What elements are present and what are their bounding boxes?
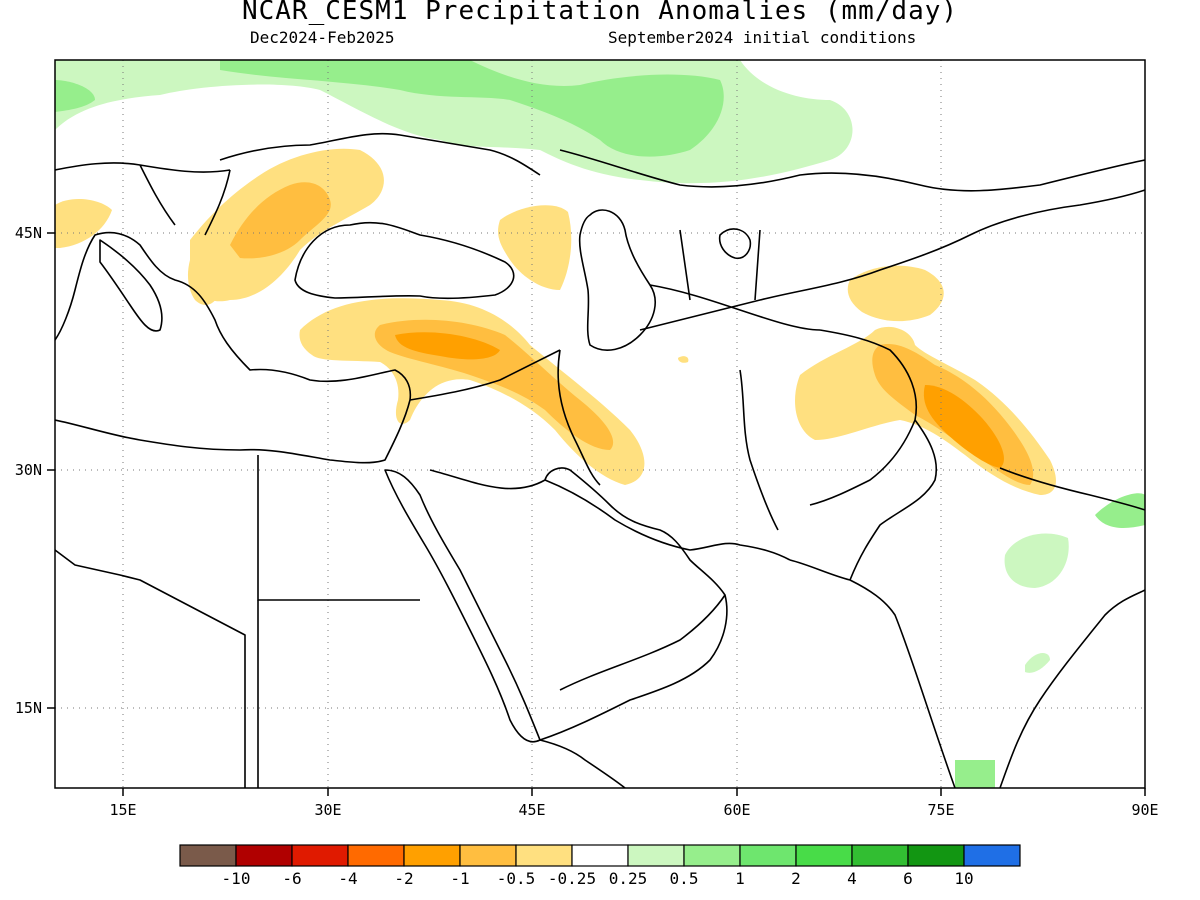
colorbar-swatch bbox=[571, 844, 629, 867]
wet-anomaly-sri-lanka bbox=[955, 760, 995, 788]
lon-label-45e: 45E bbox=[518, 801, 545, 819]
colorbar-swatch bbox=[963, 844, 1021, 867]
dry-anomaly-central-asia bbox=[847, 265, 944, 322]
dry-anomaly-balkans-core bbox=[230, 182, 331, 259]
colorbar-swatch bbox=[515, 844, 573, 867]
latitude-labels: 45N 30N 15N bbox=[15, 224, 42, 717]
border-central-asia-north bbox=[679, 229, 761, 301]
colorbar-label: -4 bbox=[338, 869, 357, 888]
italy-coast bbox=[99, 239, 163, 332]
longitude-labels: 15E 30E 45E 60E 75E 90E bbox=[109, 801, 1158, 819]
colorbar-label: 10 bbox=[954, 869, 973, 888]
lat-label-30n: 30N bbox=[15, 461, 42, 479]
colorbar-label: 6 bbox=[903, 869, 913, 888]
colorbar-label: -6 bbox=[282, 869, 301, 888]
initial-conditions: September2024 initial conditions bbox=[608, 28, 917, 47]
colorbar-swatch bbox=[235, 844, 293, 867]
colorbar-label: -10 bbox=[222, 869, 251, 888]
colorbar-swatch bbox=[627, 844, 685, 867]
colorbar-swatch bbox=[291, 844, 349, 867]
colorbar-label: -2 bbox=[394, 869, 413, 888]
lon-label-15e: 15E bbox=[109, 801, 136, 819]
border-europe-central bbox=[55, 162, 231, 236]
border-iraq-iran bbox=[557, 349, 601, 486]
aral-sea-coast bbox=[718, 228, 752, 260]
coastlines-borders bbox=[55, 132, 1145, 788]
colorbar: -10 -6 -4 -2 -1 -0.5 -0.25 0.25 0.5 1 2 4 6 10 bbox=[179, 844, 1021, 888]
dry-anomaly-iran-north bbox=[678, 356, 689, 363]
persian-gulf-coast bbox=[544, 479, 791, 561]
caspian-sea-coast bbox=[578, 209, 656, 351]
border-iran-afghanistan bbox=[739, 369, 779, 531]
colorbar-label: 1 bbox=[735, 869, 745, 888]
grid-lines bbox=[55, 60, 1145, 788]
mediterranean-coast bbox=[55, 231, 412, 464]
border-turkmenistan-uzbekistan bbox=[649, 284, 821, 331]
dry-anomaly-turkey-core bbox=[395, 332, 500, 360]
colorbar-swatch bbox=[851, 844, 909, 867]
map-title: NCAR_CESM1 Precipitation Anomalies (mm/d… bbox=[241, 0, 959, 26]
colorbar-label: 2 bbox=[791, 869, 801, 888]
lat-label-15n: 15N bbox=[15, 699, 42, 717]
border-africa bbox=[55, 549, 246, 788]
anomaly-shading bbox=[55, 60, 1145, 788]
red-sea-coast bbox=[384, 469, 541, 743]
border-yemen-oman bbox=[559, 594, 726, 691]
colorbar-swatch bbox=[795, 844, 853, 867]
india-east-coast bbox=[999, 589, 1145, 788]
colorbar-swatch bbox=[739, 844, 797, 867]
horn-of-africa-coast bbox=[539, 739, 626, 788]
dry-anomaly-italy bbox=[55, 198, 112, 248]
border-pakistan-india bbox=[849, 419, 938, 581]
wet-anomaly-northeast-india bbox=[1095, 493, 1145, 528]
wet-anomaly-south-india bbox=[1025, 653, 1050, 673]
wet-anomaly-india bbox=[1004, 533, 1069, 588]
black-sea-coast bbox=[294, 221, 515, 300]
colorbar-label: -0.25 bbox=[548, 869, 596, 888]
colorbar-swatch bbox=[403, 844, 461, 867]
colorbar-swatch bbox=[683, 844, 741, 867]
colorbar-label: 4 bbox=[847, 869, 857, 888]
colorbar-label: -0.5 bbox=[497, 869, 536, 888]
tick-marks bbox=[47, 232, 1146, 796]
border-saudi bbox=[429, 469, 546, 490]
colorbar-label: 0.25 bbox=[609, 869, 648, 888]
border-india-nepal-china bbox=[999, 467, 1145, 511]
border-ukraine bbox=[219, 132, 541, 176]
wet-anomaly-west bbox=[55, 80, 95, 112]
dry-anomaly-kashmir-core bbox=[923, 385, 1004, 468]
border-russia-kazakhstan bbox=[559, 149, 1145, 192]
colorbar-swatch bbox=[907, 844, 965, 867]
map-frame bbox=[54, 59, 1146, 789]
lat-label-45n: 45N bbox=[15, 224, 42, 242]
colorbar-swatch bbox=[347, 844, 405, 867]
border-turkey-syria-iraq bbox=[409, 349, 561, 401]
colorbar-label: 0.5 bbox=[670, 869, 699, 888]
arabian-peninsula-coast bbox=[539, 467, 728, 741]
lon-label-90e: 90E bbox=[1131, 801, 1158, 819]
colorbar-label: -1 bbox=[450, 869, 469, 888]
border-egypt-libya bbox=[257, 455, 420, 601]
border-kazakhstan bbox=[639, 189, 1145, 331]
south-asia-coast bbox=[789, 559, 956, 788]
lon-label-30e: 30E bbox=[314, 801, 341, 819]
forecast-period: Dec2024-Feb2025 bbox=[250, 28, 395, 47]
lon-label-75e: 75E bbox=[927, 801, 954, 819]
lon-label-60e: 60E bbox=[723, 801, 750, 819]
colorbar-swatch bbox=[179, 844, 237, 867]
dry-anomaly-caucasus bbox=[498, 205, 572, 290]
colorbar-swatch bbox=[459, 844, 517, 867]
wet-anomaly-north-core bbox=[220, 60, 724, 157]
